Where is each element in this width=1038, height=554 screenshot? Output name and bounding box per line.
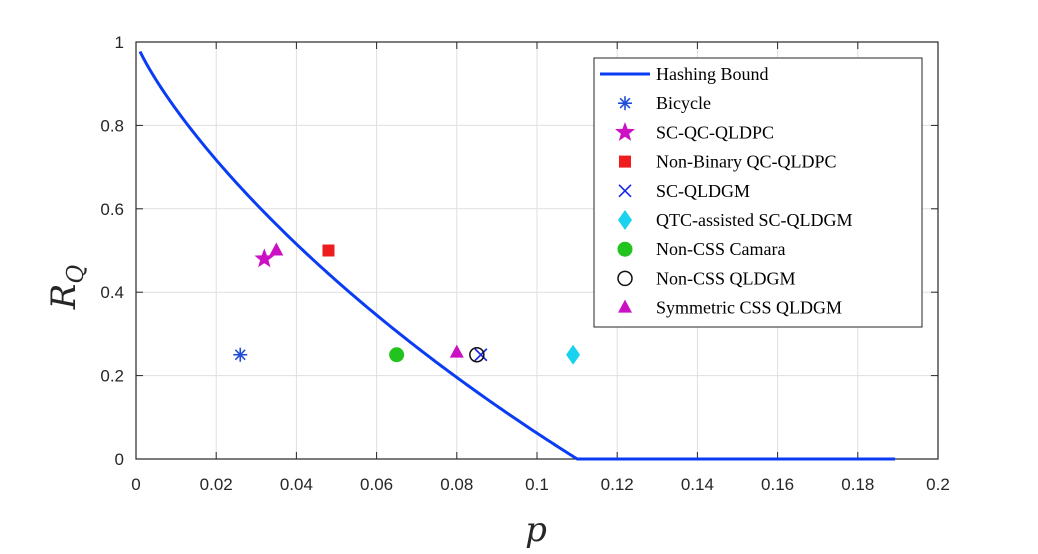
x-tick-labels: 0 0.02 0.04 0.06 0.08 0.1 0.12 0.14 0.16 0.18 0.2: [131, 475, 950, 494]
point-non-css-qldgm: [469, 347, 485, 363]
y-tick-label: 1: [115, 33, 124, 52]
legend-label-symmetric-css-qldgm: Symmetric CSS QLDGM: [656, 298, 842, 318]
y-tick-label: 0.6: [100, 200, 124, 219]
x-tick-label: 0.14: [681, 475, 714, 494]
point-non-css-camara: [389, 347, 405, 363]
legend-box: [593, 57, 923, 328]
legend-swatch-non-css-qldgm: [617, 270, 633, 287]
legend: Hashing Bound Bicycle SC-QC-QLDPC Non-Binar…: [593, 57, 923, 328]
point-non-binary-qc-qldpc: [322, 244, 335, 257]
x-tick-label: 0.12: [601, 475, 634, 494]
x-tick-label: 0.16: [761, 475, 794, 494]
point-sc-qc-qldpc: [254, 248, 275, 268]
y-tick-label: 0.2: [100, 367, 124, 386]
x-tick-label: 0.1: [525, 475, 549, 494]
point-sc-qldgm: [474, 348, 488, 362]
legend-swatch-sc-qc-qldpc: [615, 121, 635, 141]
x-tick-label: 0: [131, 475, 140, 494]
legend-label-hashing-bound: Hashing Bound: [656, 64, 769, 84]
point-qtc-assisted-sc-qldgm: [566, 344, 581, 365]
hashing-bound-line: [138, 50, 896, 461]
legend-swatch-non-css-camara: [617, 241, 633, 257]
legend-label-sc-qc-qldpc: SC-QC-QLDPC: [656, 122, 774, 142]
legend-swatch-symmetric-css-qldgm: [618, 299, 632, 313]
legend-label-qtc-assisted-sc-qldgm: QTC-assisted SC-QLDGM: [656, 210, 853, 230]
y-axis-label: RQ: [44, 265, 89, 311]
legend-swatch-bicycle: [618, 96, 632, 111]
legend-label-non-css-qldgm: Non-CSS QLDGM: [656, 268, 796, 288]
x-tick-label: 0.2: [926, 475, 950, 494]
svg-text:RQ: RQ: [44, 265, 89, 311]
x-tick-label: 0.06: [360, 475, 393, 494]
x-tick-label: 0.18: [841, 475, 874, 494]
y-tick-labels: 0 0.2 0.4 0.6 0.8 1: [100, 33, 124, 469]
x-tick-label: 0.02: [200, 475, 233, 494]
y-axis-label-main: R: [44, 284, 84, 311]
point-bicycle: [233, 347, 248, 362]
y-tick-label: 0.8: [100, 116, 124, 135]
data-points: [233, 242, 581, 365]
y-tick-label: 0.4: [100, 283, 124, 302]
y-axis-label-sub: Q: [63, 265, 89, 284]
point-symmetric-css-qldgm: [269, 242, 284, 256]
x-axis-label: p: [525, 510, 547, 550]
legend-swatch-qtc-assisted-sc-qldgm: [618, 210, 632, 230]
x-tick-label: 0.08: [440, 475, 473, 494]
y-tick-label: 0: [115, 450, 124, 469]
legend-swatch-sc-qldgm: [618, 184, 632, 198]
legend-label-non-css-camara: Non-CSS Camara: [656, 239, 786, 259]
legend-label-bicycle: Bicycle: [656, 93, 711, 113]
legend-swatch-non-binary-qc-qldpc: [619, 155, 631, 168]
x-tick-label: 0.04: [280, 475, 313, 494]
point-symmetric-css-qldgm: [449, 344, 464, 358]
legend-label-non-binary-qc-qldpc: Non-Binary QC-QLDPC: [656, 152, 837, 172]
legend-label-sc-qldgm: SC-QLDGM: [656, 181, 750, 201]
